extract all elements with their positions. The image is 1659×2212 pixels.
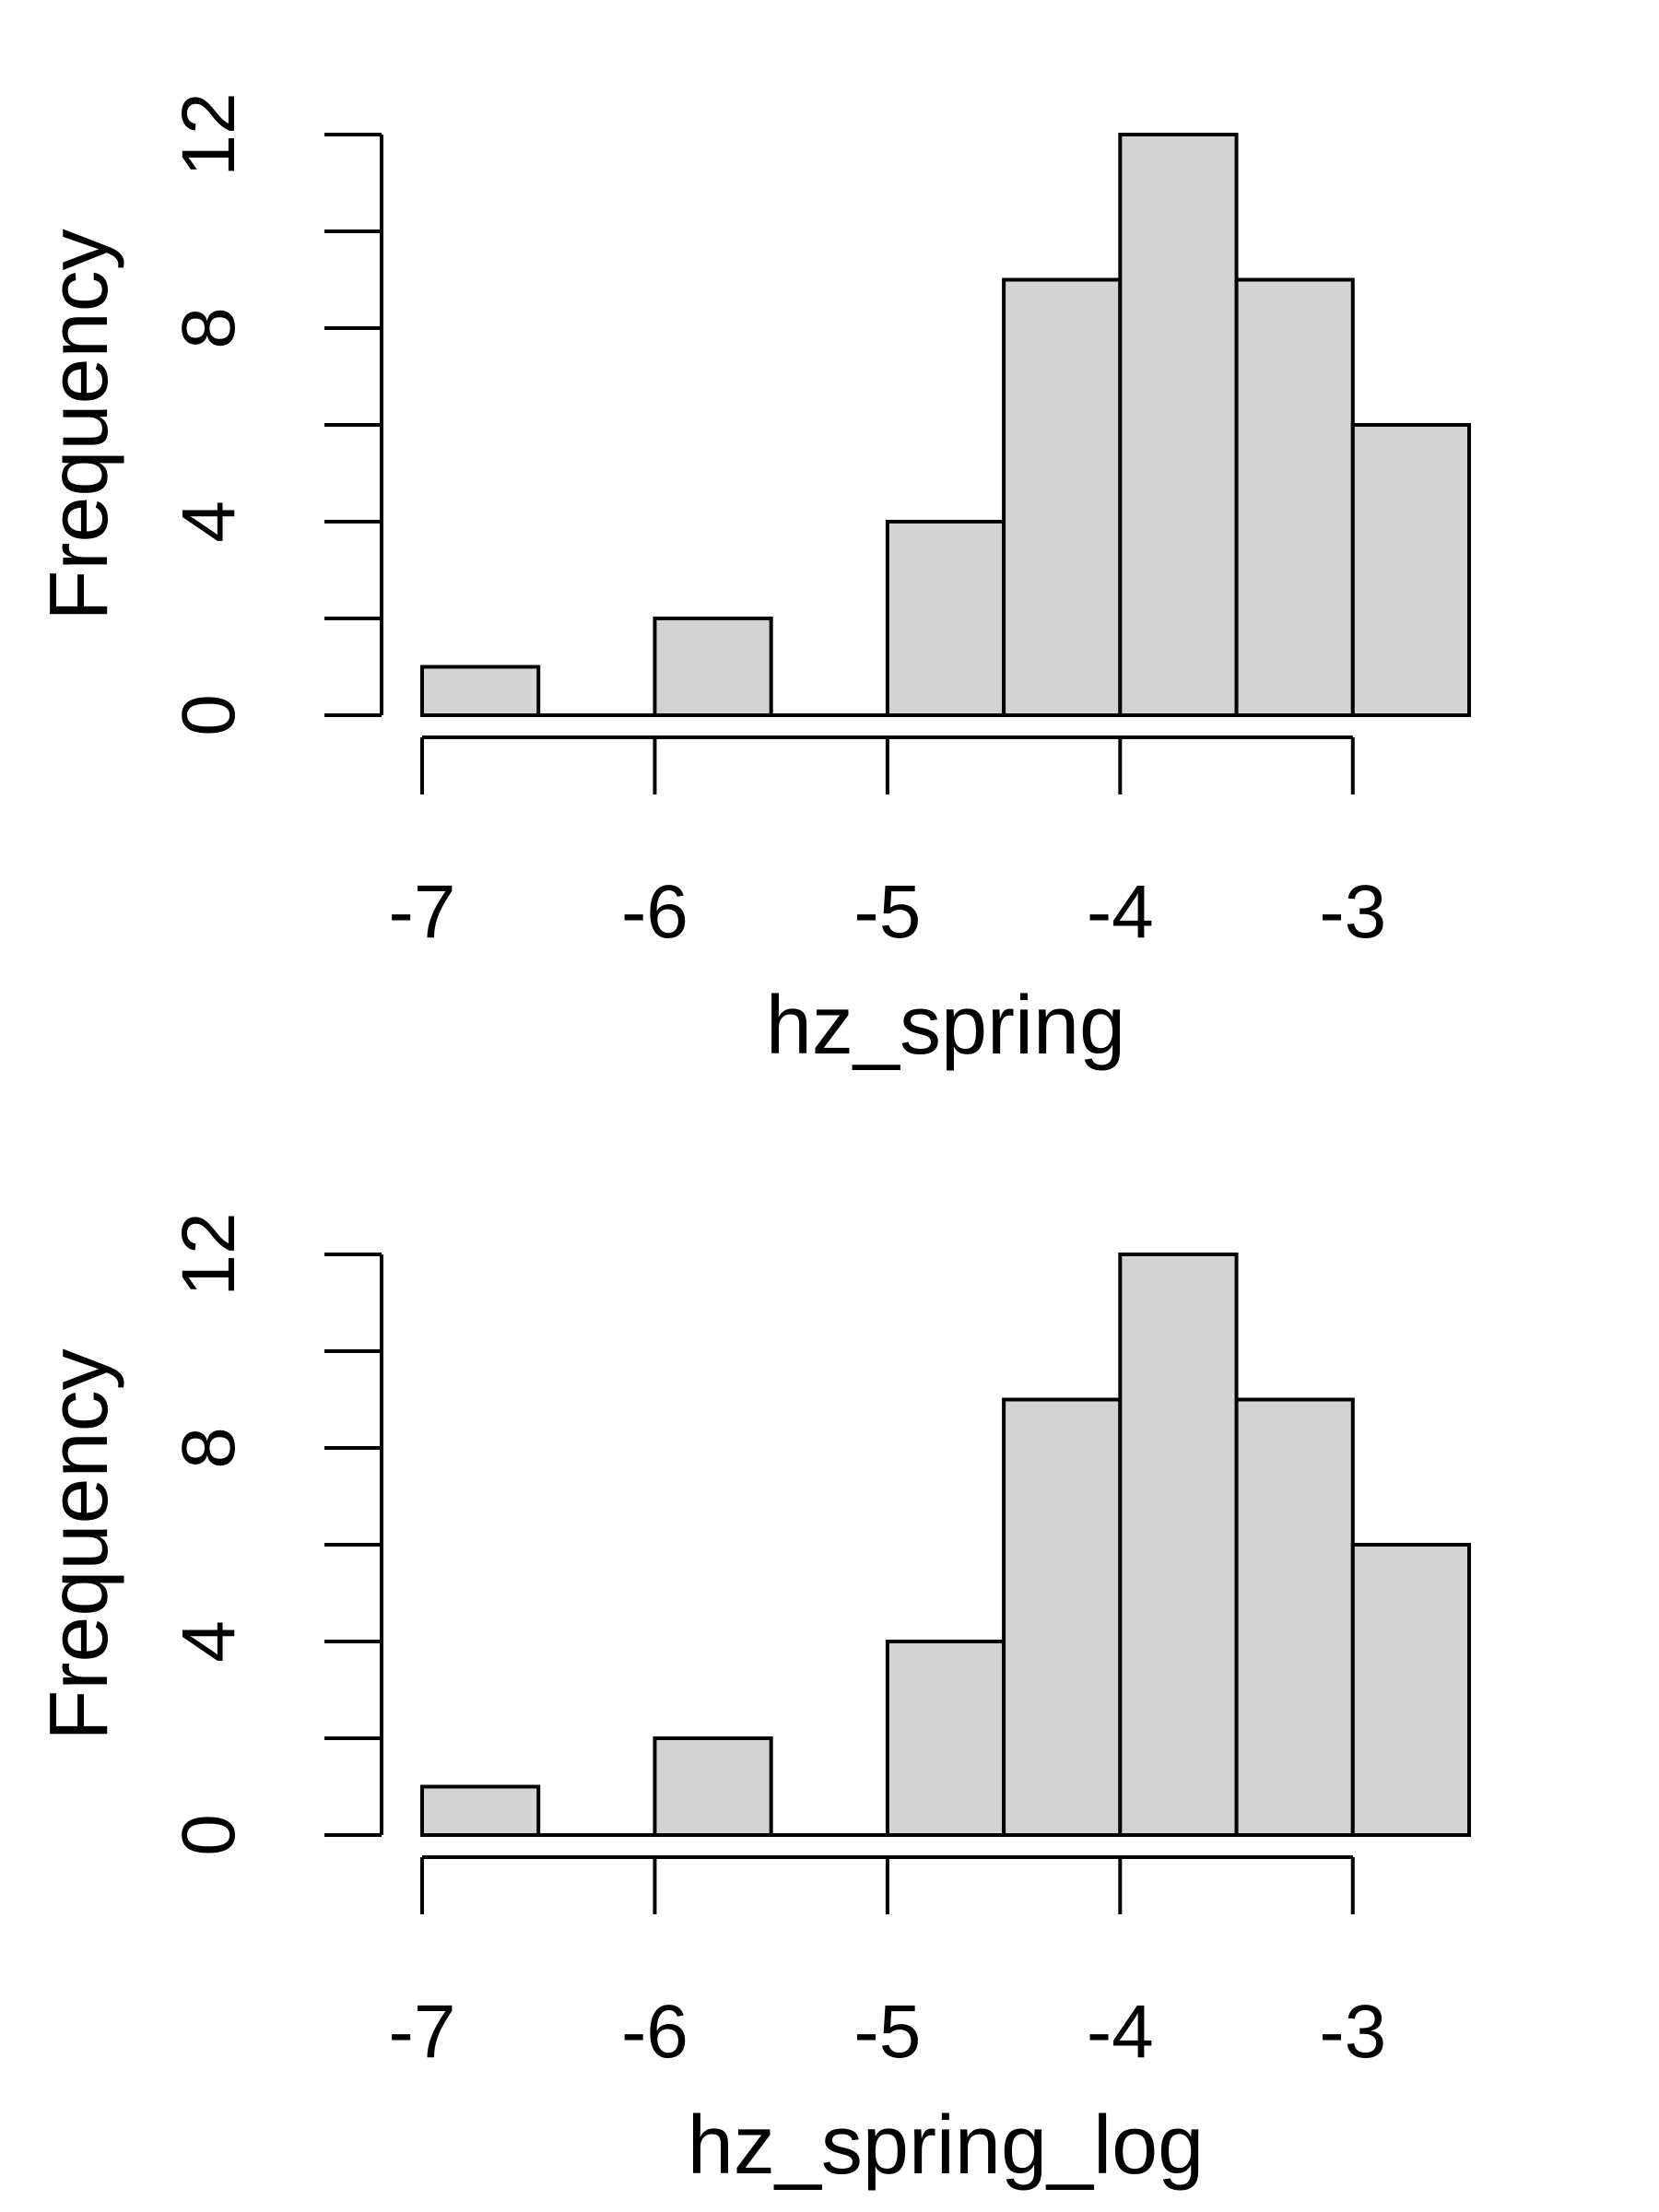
histogram-panel-1: 0 4 8 12 -7 -6 -5 -4 -3 hz_spring Frequency xyxy=(33,92,1472,1072)
panel-1-x-axis-label: hz_spring xyxy=(766,980,1125,1072)
x-tick-label: -5 xyxy=(853,1990,921,2074)
histogram-bar xyxy=(653,617,773,717)
panel-1-x-axis: -7 -6 -5 -4 -3 xyxy=(389,735,1386,954)
y-tick-label: 4 xyxy=(167,500,251,543)
histogram-bar xyxy=(1118,1253,1239,1837)
x-tick-label: -4 xyxy=(1087,870,1154,954)
histogram-bar xyxy=(1234,277,1355,717)
histogram-bar xyxy=(1350,423,1472,717)
y-tick-label: 12 xyxy=(167,92,251,176)
histogram-bar xyxy=(653,1736,773,1837)
histogram-bar xyxy=(1002,277,1123,717)
x-tick-label: -7 xyxy=(389,870,456,954)
y-tick-label: 0 xyxy=(167,694,251,736)
y-tick-label: 0 xyxy=(167,1814,251,1856)
x-tick-label: -3 xyxy=(1319,870,1386,954)
x-tick-label: -6 xyxy=(621,1990,688,2074)
panel-2-x-axis: -7 -6 -5 -4 -3 xyxy=(389,1855,1386,2074)
panel-2-x-axis-label: hz_spring_log xyxy=(688,2100,1204,2192)
histogram-bar xyxy=(885,1640,1006,1837)
panel-2-y-axis: 0 4 8 12 xyxy=(167,1212,383,1856)
histogram-bar xyxy=(1002,1397,1123,1837)
panel-1-y-axis-label: Frequency xyxy=(33,229,125,620)
histogram-panel-2: 0 4 8 12 -7 -6 -5 -4 -3 hz_spring_log Frequency xyxy=(33,1212,1472,2192)
x-tick-label: -4 xyxy=(1087,1990,1154,2074)
y-tick-label: 12 xyxy=(167,1212,251,1296)
histogram-bar xyxy=(420,665,541,717)
panel-1-bars xyxy=(420,133,1472,717)
x-tick-label: -6 xyxy=(621,870,688,954)
panel-2-bars xyxy=(420,1253,1472,1837)
x-tick-label: -5 xyxy=(853,870,921,954)
histogram-bar xyxy=(1234,1397,1355,1837)
y-tick-label: 8 xyxy=(167,1427,251,1469)
histogram-bar xyxy=(885,520,1006,717)
histogram-bar xyxy=(1118,133,1239,717)
histogram-bar xyxy=(420,1784,541,1837)
y-tick-label: 4 xyxy=(167,1620,251,1663)
panel-2-y-axis-label: Frequency xyxy=(33,1348,125,1740)
x-tick-label: -3 xyxy=(1319,1990,1386,2074)
x-tick-label: -7 xyxy=(389,1990,456,2074)
panel-1-y-axis: 0 4 8 12 xyxy=(167,92,383,736)
y-tick-label: 8 xyxy=(167,307,251,349)
histogram-bar xyxy=(1350,1543,1472,1837)
